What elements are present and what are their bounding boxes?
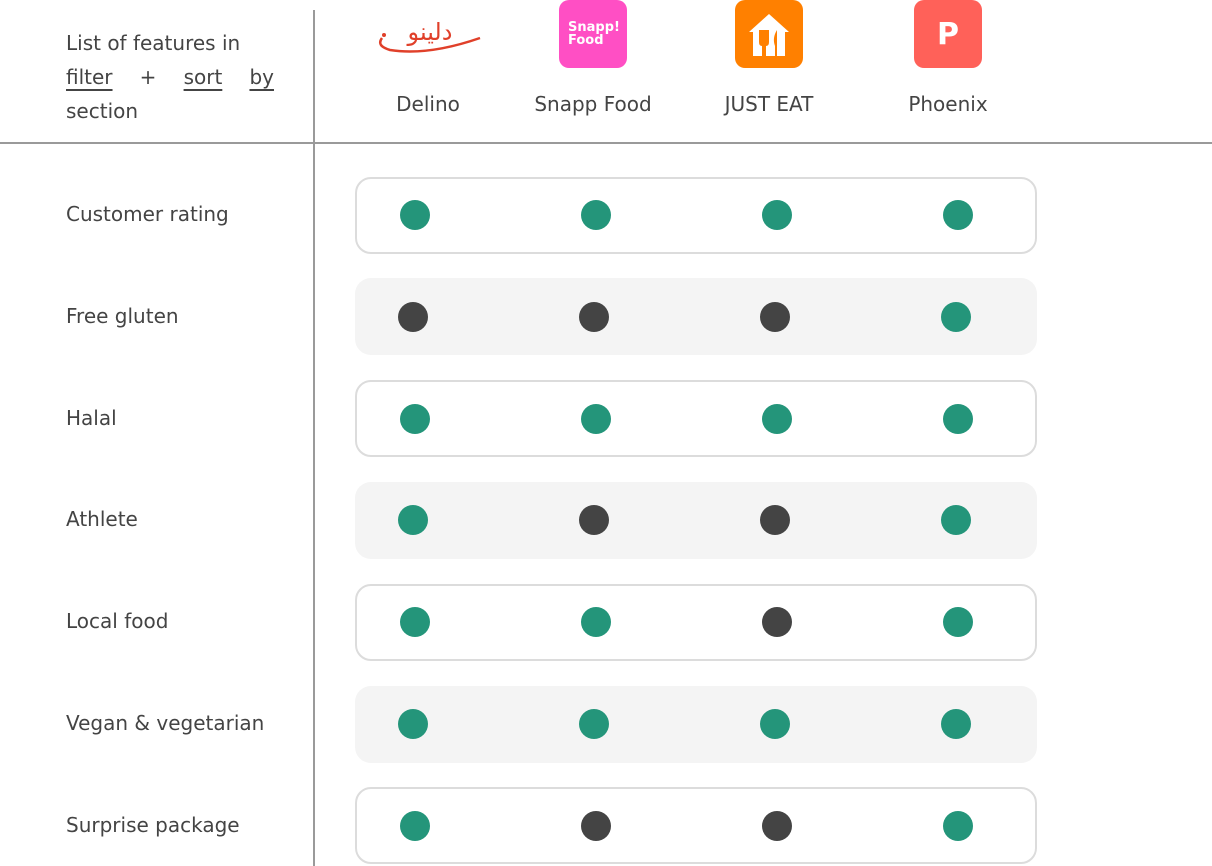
brand-name: JUST EAT bbox=[724, 92, 814, 116]
supported-dot bbox=[400, 200, 430, 230]
snapp-food-logo: Snapp! Food bbox=[559, 0, 627, 68]
by-link: by bbox=[249, 65, 274, 89]
feature-label: Surprise package bbox=[66, 812, 240, 837]
brand-delino: دلینو Delino bbox=[343, 0, 513, 116]
supported-dot bbox=[398, 709, 428, 739]
supported-dot bbox=[760, 709, 790, 739]
supported-dot bbox=[943, 810, 973, 841]
caption-line-3: section bbox=[66, 99, 139, 123]
supported-dot bbox=[762, 200, 792, 230]
supported-dot bbox=[943, 403, 973, 434]
brand-name: Delino bbox=[396, 92, 460, 116]
supported-dot bbox=[398, 505, 428, 536]
feature-row bbox=[355, 278, 1037, 356]
delino-logo: دلینو bbox=[368, 0, 488, 68]
unsupported-dot bbox=[579, 505, 609, 536]
feature-label: Local food bbox=[66, 609, 169, 634]
header-divider bbox=[0, 142, 1212, 144]
feature-row bbox=[355, 481, 1037, 559]
feature-row bbox=[355, 583, 1037, 661]
brand-name: Phoenix bbox=[908, 92, 988, 116]
supported-dot bbox=[400, 403, 430, 434]
table-caption: List of features in filter + sort by sec… bbox=[66, 26, 274, 128]
unsupported-dot bbox=[762, 810, 792, 841]
feature-row bbox=[355, 176, 1037, 254]
feature-row bbox=[355, 787, 1037, 865]
supported-dot bbox=[941, 505, 971, 536]
supported-dot bbox=[581, 607, 611, 638]
just-eat-house-fork-icon bbox=[735, 0, 803, 68]
unsupported-dot bbox=[760, 505, 790, 536]
brand-name: Snapp Food bbox=[534, 92, 652, 116]
supported-dot bbox=[400, 810, 430, 841]
unsupported-dot bbox=[579, 301, 609, 332]
supported-dot bbox=[581, 403, 611, 434]
brand-just-eat: JUST EAT bbox=[684, 0, 854, 116]
column-divider bbox=[313, 10, 315, 866]
unsupported-dot bbox=[398, 301, 428, 332]
feature-label: Athlete bbox=[66, 507, 138, 532]
supported-dot bbox=[762, 403, 792, 434]
brand-snapp-food: Snapp! Food Snapp Food bbox=[508, 0, 678, 116]
unsupported-dot bbox=[760, 301, 790, 332]
unsupported-dot bbox=[762, 607, 792, 638]
filter-link: filter bbox=[66, 65, 113, 89]
supported-dot bbox=[581, 200, 611, 230]
supported-dot bbox=[943, 607, 973, 638]
supported-dot bbox=[941, 301, 971, 332]
feature-label: Halal bbox=[66, 405, 117, 430]
unsupported-dot bbox=[581, 810, 611, 841]
feature-label: Customer rating bbox=[66, 202, 229, 226]
feature-label: Vegan & vegetarian bbox=[66, 711, 265, 735]
supported-dot bbox=[400, 607, 430, 638]
sort-link: sort bbox=[183, 65, 223, 89]
svg-text:دلینو: دلینو bbox=[407, 18, 453, 46]
feature-row bbox=[355, 380, 1037, 458]
feature-row bbox=[355, 685, 1037, 763]
brand-phoenix: P Phoenix bbox=[863, 0, 1033, 116]
feature-label: Free gluten bbox=[66, 303, 179, 328]
supported-dot bbox=[579, 709, 609, 739]
phoenix-logo: P bbox=[914, 0, 982, 68]
supported-dot bbox=[941, 709, 971, 739]
supported-dot bbox=[943, 200, 973, 230]
plus-sign: + bbox=[139, 65, 157, 89]
caption-line-1: List of features in bbox=[66, 31, 241, 55]
